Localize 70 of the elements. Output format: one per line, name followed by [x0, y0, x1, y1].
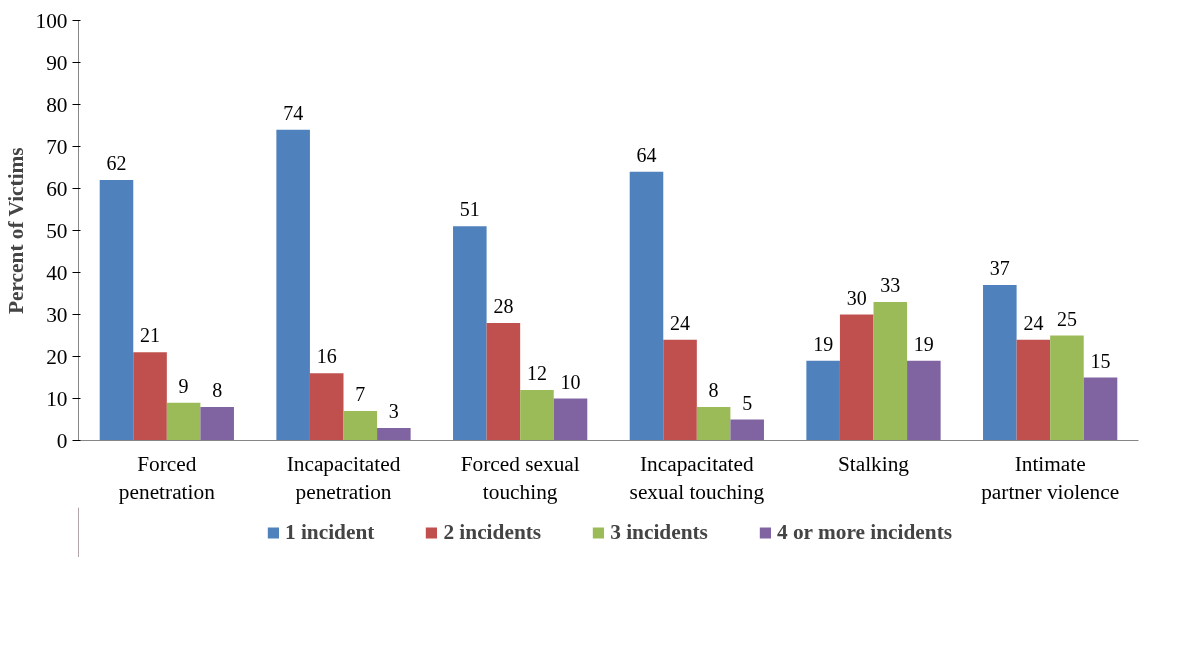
data-label: 25	[1056, 307, 1077, 330]
data-label: 21	[140, 324, 161, 347]
legend-label: 1 incident	[284, 519, 375, 545]
x-tick-label: Incapacitated sexual touching	[629, 451, 765, 505]
data-label: 8	[212, 378, 223, 401]
y-tick-label: 100	[35, 8, 68, 33]
data-label: 24	[1023, 311, 1044, 334]
data-label: 64	[636, 143, 657, 166]
data-label: 7	[355, 383, 366, 406]
legend-label: 3 incidents	[610, 519, 708, 545]
data-label: 12	[526, 362, 547, 385]
legend-label: 2 incidents	[443, 519, 542, 545]
bar	[629, 171, 664, 441]
data-label: 19	[913, 332, 934, 355]
bar	[1050, 335, 1084, 441]
y-tick-label: 30	[46, 302, 68, 327]
data-label: 62	[106, 152, 127, 175]
y-tick-label: 80	[46, 92, 68, 117]
bar	[166, 402, 201, 441]
x-tick-label: Forced sexual touching	[460, 451, 580, 505]
bar	[663, 339, 697, 441]
bar	[343, 411, 378, 441]
bar	[133, 352, 167, 441]
data-label: 5	[742, 391, 753, 414]
x-tick-label: Stalking	[837, 451, 910, 476]
bar	[873, 301, 908, 441]
data-label: 24	[670, 311, 691, 334]
data-label: 10	[560, 370, 581, 393]
y-tick-label: 50	[46, 218, 68, 243]
bar	[377, 427, 411, 441]
data-label: 28	[493, 294, 514, 317]
x-tick-label: Forced penetration	[118, 451, 216, 505]
y-tick-label: 40	[46, 260, 68, 285]
data-label: 3	[388, 399, 399, 422]
y-tick-label: 0	[56, 428, 68, 453]
y-tick-label: 20	[46, 344, 68, 369]
bar	[983, 285, 1017, 441]
bar	[907, 360, 941, 441]
bar	[486, 322, 521, 441]
legend-label: 4 or more incidents	[776, 519, 953, 545]
data-label: 51	[459, 198, 480, 221]
bar	[696, 406, 731, 441]
bar	[520, 390, 554, 441]
bar	[553, 398, 588, 441]
y-tick-label: 60	[46, 176, 68, 201]
bar	[1083, 377, 1118, 441]
data-label: 8	[708, 378, 719, 401]
y-axis-title: Percent of Victims	[3, 147, 28, 314]
y-tick-label: 10	[46, 386, 68, 411]
y-tick-label: 90	[46, 50, 68, 75]
data-label: 37	[989, 257, 1010, 280]
bar	[309, 373, 344, 441]
bar	[99, 180, 134, 441]
data-label: 33	[880, 273, 901, 296]
bar	[1016, 339, 1051, 441]
x-tick-label: Incapacitated penetration	[286, 451, 401, 505]
data-label: 16	[316, 345, 337, 368]
bar	[276, 129, 310, 441]
bar	[806, 360, 840, 441]
bar	[730, 419, 764, 441]
data-label: 74	[283, 101, 304, 124]
bar	[453, 226, 487, 441]
data-label: 9	[178, 374, 189, 397]
y-tick-label: 70	[46, 134, 68, 159]
data-label: 30	[846, 286, 867, 309]
data-label: 19	[813, 332, 834, 355]
x-tick-label: Intimate partner violence	[981, 451, 1120, 505]
bar	[839, 314, 874, 441]
data-label: 15	[1090, 349, 1111, 372]
bar	[200, 406, 234, 441]
